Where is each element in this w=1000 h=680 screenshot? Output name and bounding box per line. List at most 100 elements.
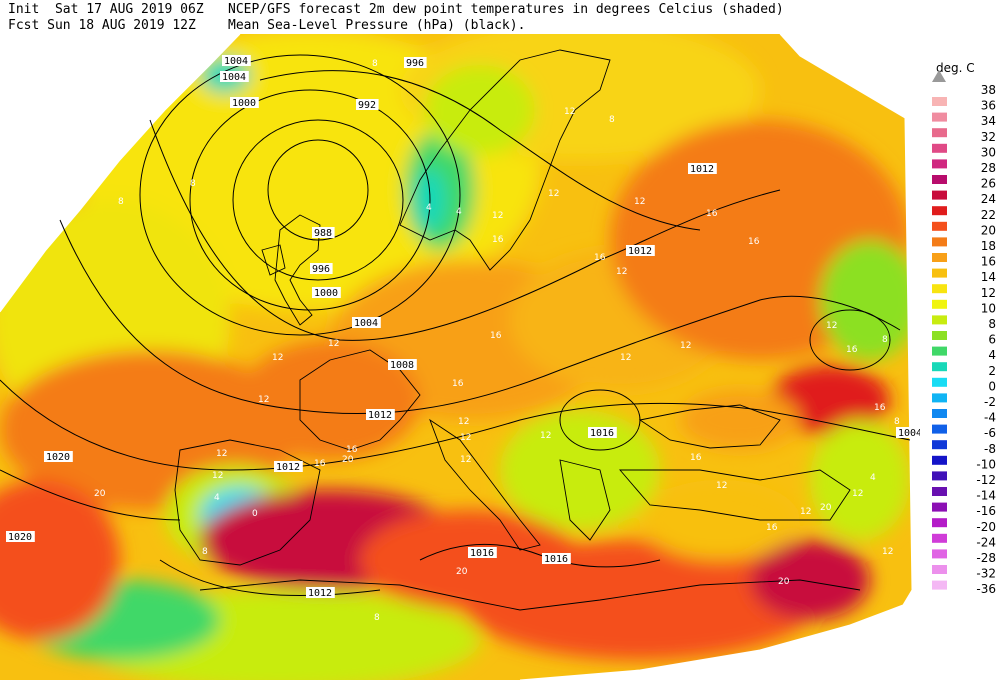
dewpoint-label: 12 [492, 211, 503, 221]
legend-label: -20 [976, 520, 996, 534]
legend-swatch [932, 206, 947, 216]
isobar-label: 1004 [220, 71, 249, 83]
dewpoint-label: 16 [492, 235, 504, 245]
legend-label: 14 [981, 270, 996, 284]
legend-label: 22 [981, 208, 996, 222]
dewpoint-label: 20 [456, 567, 468, 577]
svg-text:1000: 1000 [232, 98, 256, 109]
svg-text:1004: 1004 [224, 56, 248, 67]
init-time-label: Init Sat 17 AUG 2019 06Z [8, 2, 204, 17]
dewpoint-label: 12 [620, 353, 631, 363]
legend-label: 6 [988, 333, 996, 347]
legend-label: -32 [976, 567, 996, 581]
legend-swatch [932, 299, 947, 309]
legend-label: -16 [976, 504, 996, 518]
legend-swatch [932, 253, 947, 262]
dewpoint-label: 12 [328, 339, 339, 349]
legend-swatch [932, 268, 947, 278]
isobar-label: 1020 [44, 451, 73, 463]
legend-unit: deg. C [936, 61, 975, 75]
legend-swatch [932, 580, 947, 590]
dewpoint-label: 20 [94, 489, 106, 499]
legend-swatch [932, 143, 947, 153]
dewpoint-label: 8 [609, 115, 615, 125]
dewpoint-map: 1004 1004 1000 996 992 988 996 1000 1004 1008 1012… [0, 33, 920, 680]
dewpoint-label: 16 [690, 453, 702, 463]
isobar-label: 1012 [366, 409, 395, 421]
legend-swatch [932, 440, 947, 450]
legend-label: 36 [981, 99, 996, 113]
legend-label: 34 [981, 114, 996, 128]
isobar-labels: 1004 1004 1000 996 992 988 996 1000 1004 1008 1012… [6, 55, 920, 599]
forecast-time-label: Fcst Sun 18 AUG 2019 12Z [8, 18, 196, 33]
legend-swatch [932, 377, 947, 387]
isobars [0, 54, 911, 597]
legend-swatch [932, 424, 947, 434]
legend-swatch [932, 97, 947, 106]
legend-label: 2 [988, 364, 996, 378]
dewpoint-label: 4 [214, 493, 220, 503]
legend-swatch [932, 518, 947, 528]
map-subtitle: Mean Sea-Level Pressure (hPa) (black). [228, 18, 526, 33]
dewpoint-label: 16 [594, 253, 606, 263]
svg-text:1020: 1020 [46, 452, 70, 463]
svg-text:1004: 1004 [222, 72, 246, 83]
dewpoint-label: 16 [346, 445, 358, 455]
svg-text:1008: 1008 [390, 360, 414, 371]
legend-swatch [932, 175, 947, 184]
isobar-label: 1016 [542, 553, 571, 565]
legend-swatch [932, 549, 947, 559]
dewpoint-label: 12 [716, 481, 727, 491]
legend-swatch [932, 487, 947, 496]
legend-label: 38 [981, 83, 996, 97]
legend-swatch [932, 502, 947, 512]
dewpoint-label: 0 [252, 509, 258, 519]
dewpoint-label: 16 [846, 345, 858, 355]
legend-swatch [932, 393, 947, 403]
isobar-label: 1020 [6, 531, 35, 543]
legend-label: -36 [976, 582, 996, 596]
legend-label: 10 [981, 301, 996, 315]
dewpoint-label: 16 [452, 379, 464, 389]
legend-swatch [932, 533, 947, 543]
svg-text:1012: 1012 [276, 462, 300, 473]
isobar-label: 996 [404, 57, 427, 69]
legend-label: 0 [988, 379, 996, 393]
dewpoint-label: 12 [564, 107, 575, 117]
svg-text:1012: 1012 [368, 410, 392, 421]
svg-text:1012: 1012 [308, 588, 332, 599]
svg-text:1020: 1020 [8, 532, 32, 543]
dewpoint-label: 12 [800, 507, 811, 517]
legend-swatch [932, 331, 947, 340]
coastlines [174, 49, 861, 611]
dewpoint-label: 8 [882, 335, 888, 345]
dewpoint-label: 12 [460, 455, 471, 465]
svg-text:1016: 1016 [590, 428, 614, 439]
isobar-label: 1016 [588, 427, 617, 439]
svg-text:992: 992 [358, 100, 376, 111]
dewpoint-label: 16 [748, 237, 760, 247]
dewpoint-label: 8 [372, 59, 378, 69]
legend-label: 26 [981, 177, 996, 191]
isobar-label: 1012 [688, 163, 717, 175]
map-title: NCEP/GFS forecast 2m dew point temperatu… [228, 2, 784, 17]
dewpoint-label: 12 [212, 471, 223, 481]
isobar-label: 988 [312, 227, 335, 239]
dewpoint-label: 12 [548, 189, 559, 199]
dewpoint-label: 12 [616, 267, 627, 277]
dewpoint-label: 8 [374, 613, 380, 623]
dewpoint-label: 4 [870, 473, 876, 483]
dewpoint-label: 4 [456, 207, 462, 217]
legend-label: -10 [976, 457, 996, 471]
legend-swatch [932, 237, 947, 247]
svg-text:996: 996 [406, 58, 424, 69]
legend-label: 24 [981, 192, 996, 206]
legend-label: 30 [981, 145, 996, 159]
dewpoint-label: 20 [820, 503, 832, 513]
legend-label: 4 [988, 348, 996, 362]
legend-label: 32 [981, 130, 996, 144]
svg-text:1012: 1012 [628, 246, 652, 257]
isobar-label: 1000 [312, 287, 341, 299]
dewpoint-label: 12 [258, 395, 269, 405]
